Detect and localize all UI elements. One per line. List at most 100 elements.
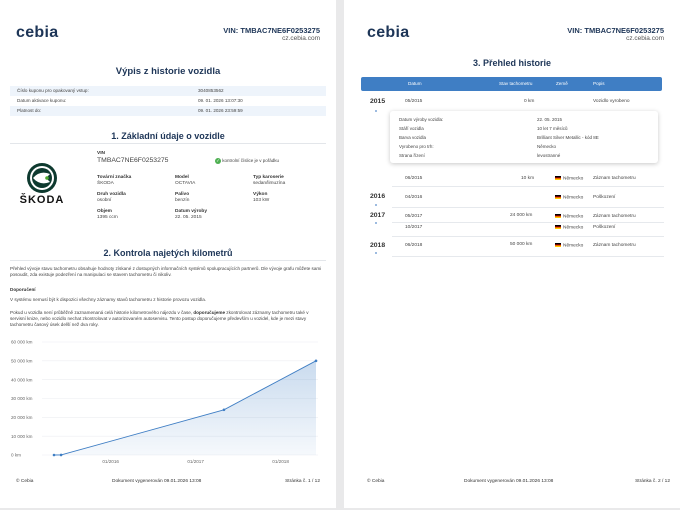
field-label: Palivo xyxy=(175,192,190,197)
germany-flag-icon xyxy=(555,214,561,218)
history-km: 10 km xyxy=(521,176,535,181)
field-label: Výkon xyxy=(253,192,268,197)
row-divider xyxy=(392,222,664,223)
section-basic-title: 1. Základní údaje o vozidle xyxy=(111,131,225,141)
recommend-heading: Doporučení xyxy=(10,287,36,292)
x-tick-label: 01/2016 xyxy=(102,459,119,464)
field-label: Tovární značka xyxy=(97,175,132,180)
mileage-point xyxy=(222,408,226,412)
field-label: Typ karoserie xyxy=(253,175,284,180)
history-date: 05/2015 xyxy=(405,99,423,104)
field-value: sedan/limuzína xyxy=(253,181,286,186)
header-url[interactable]: cz.cebia.com xyxy=(626,35,664,42)
history-desc: Záznam tachometru xyxy=(593,176,636,181)
history-table-header: Datum Stav tachometru Země Popis xyxy=(361,77,662,91)
check-icon: ✓ xyxy=(215,158,221,164)
report-title: Výpis z historie vozidla xyxy=(115,66,221,77)
y-tick-label: 30 000 km xyxy=(11,396,33,401)
history-country: Německo xyxy=(555,176,583,181)
mileage-area xyxy=(54,360,316,455)
vin-check: ✓ kontrolní číslice je v pořádku xyxy=(215,158,280,164)
mileage-point xyxy=(314,359,318,363)
footer-center: Dokument vygenerován 09.01.2026 13:08 xyxy=(112,479,202,484)
field-value: benzín xyxy=(175,198,190,203)
footer-left: © Cebia xyxy=(367,479,385,484)
history-date: 04/2016 xyxy=(405,195,423,200)
history-desc: Vozidlo vyrobeno xyxy=(593,99,630,104)
field-label: Druh vozidla xyxy=(97,192,126,197)
field-value: OCTAVIA xyxy=(175,181,196,186)
field-label: Objem xyxy=(97,209,112,214)
timeline-dot xyxy=(375,252,377,254)
mileage-point xyxy=(52,453,56,457)
divider xyxy=(10,260,326,261)
header-vin: VIN: TMBAC7NE6F0253275 xyxy=(223,26,320,35)
advice-paragraph: Pokud u vozidla není průběžně zaznamenan… xyxy=(10,310,309,328)
coupon-row: Datum aktivace kuponu: 09. 01. 2026 13:0… xyxy=(17,98,243,103)
history-km: 0 km xyxy=(524,99,535,104)
vin-value: TMBAC7NE6F0253275 xyxy=(97,157,169,164)
footer-page-number: Stránka č. 1 / 12 xyxy=(285,479,320,484)
mileage-line xyxy=(53,360,317,456)
history-country: Německo xyxy=(555,225,583,230)
field-value: osobní xyxy=(97,198,112,203)
footer-left: © Cebia xyxy=(16,479,34,484)
row-divider xyxy=(392,256,664,257)
field-value: 22. 05. 2015 xyxy=(175,215,202,220)
history-year: 2016 xyxy=(370,193,386,200)
section-mileage-title: 2. Kontrola najetých kilometrů xyxy=(103,248,233,258)
col-country: Země xyxy=(556,81,568,86)
history-desc: Záznam tachometru xyxy=(593,214,636,219)
history-date: 06/2015 xyxy=(405,176,423,181)
history-desc: Poškození xyxy=(593,195,616,200)
history-date: 06/2018 xyxy=(405,243,423,248)
y-tick-label: 0 km xyxy=(11,453,21,458)
germany-flag-icon xyxy=(555,225,561,229)
timeline-dot xyxy=(375,222,377,224)
history-year: 2018 xyxy=(370,242,386,249)
germany-flag-icon xyxy=(555,195,561,199)
row-divider xyxy=(392,236,664,237)
report-page-2: cebia VIN: TMBAC7NE6F0253275 cz.cebia.co… xyxy=(344,0,680,508)
coupon-row: Číslo kuponu pro opakovaný vstup: 304085… xyxy=(10,86,326,96)
field-value: 103 kW xyxy=(253,198,270,203)
row-divider xyxy=(392,186,664,187)
intro-paragraph: Přehled vývoje stavu tachometru obsahuje… xyxy=(10,266,322,278)
germany-flag-icon xyxy=(555,243,561,247)
header-vin: VIN: TMBAC7NE6F0253275 xyxy=(567,26,664,35)
row-divider xyxy=(392,207,664,208)
timeline-dot xyxy=(375,204,377,206)
report-page-1: cebia VIN: TMBAC7NE6F0253275 cz.cebia.co… xyxy=(0,0,336,508)
y-tick-label: 50 000 km xyxy=(11,358,33,363)
footer-page-number: Stránka č. 2 / 12 xyxy=(635,479,670,484)
history-year: 2017 xyxy=(370,212,386,219)
field-value: 1395 ccm xyxy=(97,215,118,220)
y-tick-label: 10 000 km xyxy=(11,434,33,439)
history-title: 3. Přehled historie xyxy=(472,58,552,68)
vehicle-detail-card: Datum výroby vozidla: 22. 05. 2015 Stáří… xyxy=(390,111,658,163)
y-tick-label: 40 000 km xyxy=(11,377,33,382)
mileage-point xyxy=(59,453,63,457)
col-odometer: Stav tachometru xyxy=(499,81,533,86)
field-label: Model xyxy=(175,175,189,180)
divider xyxy=(10,143,326,144)
germany-flag-icon xyxy=(555,176,561,180)
history-km: 50 000 km xyxy=(510,242,533,247)
col-date: Datum xyxy=(408,81,422,86)
timeline-dot xyxy=(375,110,377,112)
cebia-logo: cebia xyxy=(367,24,410,41)
field-label: Datum výroby xyxy=(175,209,207,214)
history-country: Německo xyxy=(555,243,583,248)
skoda-logo: ŠKODA xyxy=(10,160,74,210)
history-km: 24 000 km xyxy=(510,213,533,218)
vin-label: VIN xyxy=(97,151,105,156)
history-date: 05/2017 xyxy=(405,214,423,219)
coupon-row: Platnost do: 09. 01. 2026 23:59:59 xyxy=(10,106,326,116)
header-url[interactable]: cz.cebia.com xyxy=(282,35,320,42)
history-country: Německo xyxy=(555,214,583,219)
col-description: Popis xyxy=(593,81,605,86)
field-value: ŠKODA xyxy=(97,181,114,186)
mileage-chart: 0 km 10 000 km 20 000 km 30 000 km 40 000 km… xyxy=(11,340,318,464)
y-tick-label: 60 000 km xyxy=(11,340,33,345)
footer-center: Dokument vygenerován 09.01.2026 13:08 xyxy=(464,479,554,484)
